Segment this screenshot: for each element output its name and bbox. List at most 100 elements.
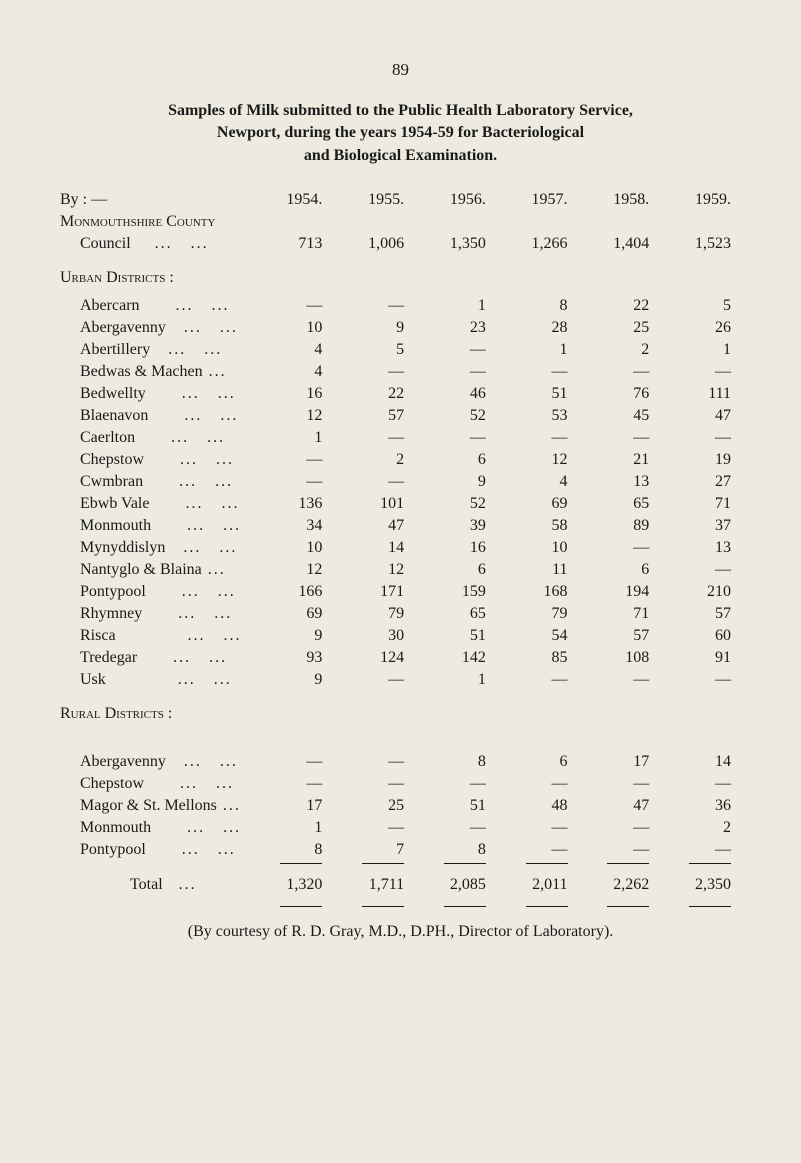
urban-row-label: Bedwellty ... ... [60,383,251,405]
urban-row-label: Risca ... ... [60,625,251,647]
dots: ... ... [146,841,236,858]
dots: ... ... [166,753,238,770]
urban-cell: — [332,361,414,383]
urban-cell: 11 [496,559,578,581]
urban-cell: 9 [332,317,414,339]
urban-cell: 46 [414,383,496,405]
urban-row-label: Rhymney ... ... [60,603,251,625]
urban-cell: 91 [659,647,741,669]
rule [607,906,649,907]
row-name: Abergavenny [80,319,166,336]
rural-cell: 25 [332,795,414,817]
council-row: Council ... ... 713 1,006 1,350 1,266 1,… [60,233,741,255]
table-row: Caerlton ... ...1————— [60,427,741,449]
rule [280,906,322,907]
urban-cell: — [332,295,414,317]
urban-cell: 79 [332,603,414,625]
urban-cell: — [332,471,414,493]
urban-cell: 22 [332,383,414,405]
urban-row-label: Tredegar ... ... [60,647,251,669]
urban-row-label: Cwmbran ... ... [60,471,251,493]
header-row: By : — 1954. 1955. 1956. 1957. 1958. 195… [60,189,741,211]
title-bold-3: and Biological Examination. [304,147,497,164]
rule-row-bottom [60,904,741,909]
urban-cell: 13 [578,471,660,493]
council-1959: 1,523 [659,233,741,255]
rural-cell: — [659,773,741,795]
rural-cell: 48 [496,795,578,817]
table-row: Monmouth ... ...344739588937 [60,515,741,537]
urban-cell: 210 [659,581,741,603]
row-name: Monmouth [80,819,151,836]
total-1957: 2,011 [496,866,578,904]
rule [280,863,322,864]
year-1954: 1954. [251,189,333,211]
dots: ... [217,797,241,814]
urban-cell: 4 [251,339,333,361]
council-label: Council ... ... [60,233,251,255]
urban-row-label: Blaenavon ... ... [60,405,251,427]
urban-cell: 57 [659,603,741,625]
rural-cell: 17 [578,751,660,773]
urban-cell: 6 [414,559,496,581]
urban-row-label: Abercarn ... ... [60,295,251,317]
rural-header-row: Rural Districts : [60,691,741,731]
urban-cell: 45 [578,405,660,427]
rural-cell: 14 [659,751,741,773]
rule [362,906,404,907]
urban-cell: 34 [251,515,333,537]
year-1956: 1956. [414,189,496,211]
urban-cell: — [578,537,660,559]
urban-cell: 2 [578,339,660,361]
rural-cell: — [578,839,660,861]
title-line-3: and Biological Examination. [60,145,741,167]
mon-county-row: Monmouthshire County [60,211,741,233]
row-name: Nantyglo & Blaina [80,561,202,578]
urban-cell: 14 [332,537,414,559]
rule [526,863,568,864]
urban-cell: 111 [659,383,741,405]
urban-cell: 85 [496,647,578,669]
row-name: Ebwb Vale [80,495,149,512]
rural-cell: — [332,751,414,773]
rural-cell: — [496,839,578,861]
urban-cell: 37 [659,515,741,537]
total-1955: 1,711 [332,866,414,904]
title-bold-1: Samples of Milk submitted to the Public … [168,102,633,119]
dots: ... ... [142,605,232,622]
urban-cell: 60 [659,625,741,647]
rural-cell: — [414,773,496,795]
urban-cell: 1 [414,669,496,691]
dots: ... ... [106,671,232,688]
urban-cell: — [251,295,333,317]
urban-cell: 16 [251,383,333,405]
table-row: Risca ... ...93051545760 [60,625,741,647]
urban-cell: 10 [251,317,333,339]
dots: ... ... [135,429,225,446]
urban-cell: — [332,427,414,449]
row-name: Chepstow [80,451,144,468]
urban-row-label: Bedwas & Machen ... [60,361,251,383]
urban-cell: — [496,427,578,449]
urban-cell: 57 [332,405,414,427]
title-block: Samples of Milk submitted to the Public … [60,100,741,167]
dots: ... [179,876,197,893]
table-row: Magor & St. Mellons ...172551484736 [60,795,741,817]
urban-cell: 27 [659,471,741,493]
rural-cell: — [578,773,660,795]
urban-cell: 51 [414,625,496,647]
urban-cell: 12 [251,405,333,427]
urban-cell: 166 [251,581,333,603]
urban-cell: 71 [659,493,741,515]
urban-cell: 159 [414,581,496,603]
urban-cell: 54 [496,625,578,647]
rural-cell: — [332,773,414,795]
row-name: Magor & St. Mellons [80,797,217,814]
urban-cell: — [578,427,660,449]
urban-body: Abercarn ... ...——18225Abergavenny ... .… [60,295,741,691]
urban-cell: 5 [659,295,741,317]
dots: ... ... [143,473,233,490]
urban-cell: 10 [496,537,578,559]
council-1958: 1,404 [578,233,660,255]
rural-cell: 8 [414,839,496,861]
